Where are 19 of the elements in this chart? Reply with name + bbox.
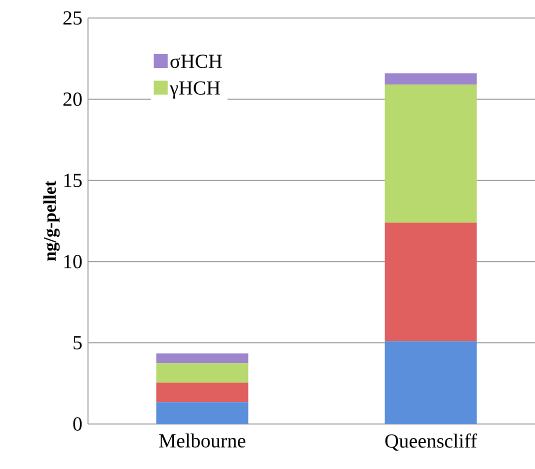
- x-tick-label: Queenscliff: [385, 434, 478, 451]
- legend-label: σHCH: [170, 54, 222, 68]
- y-tick-label: 0: [73, 417, 82, 431]
- y-tick-label: 20: [63, 92, 82, 106]
- bar: [384, 341, 477, 424]
- y-tick-label: 15: [64, 174, 82, 188]
- x-tick-label: Melbourne: [159, 434, 246, 448]
- bar: [384, 222, 477, 342]
- bar: [156, 353, 248, 364]
- y-tick-label: 10: [64, 254, 82, 268]
- legend-label: γHCH: [170, 81, 220, 99]
- y-axis-title: ng/g-pellet: [43, 180, 60, 261]
- bar: [156, 382, 248, 402]
- y-tick-label: 5: [74, 336, 82, 350]
- bar: [156, 363, 248, 383]
- bar: [384, 84, 477, 223]
- bar: [384, 73, 477, 85]
- bar: [156, 402, 248, 424]
- y-tick-label: 25: [63, 11, 82, 25]
